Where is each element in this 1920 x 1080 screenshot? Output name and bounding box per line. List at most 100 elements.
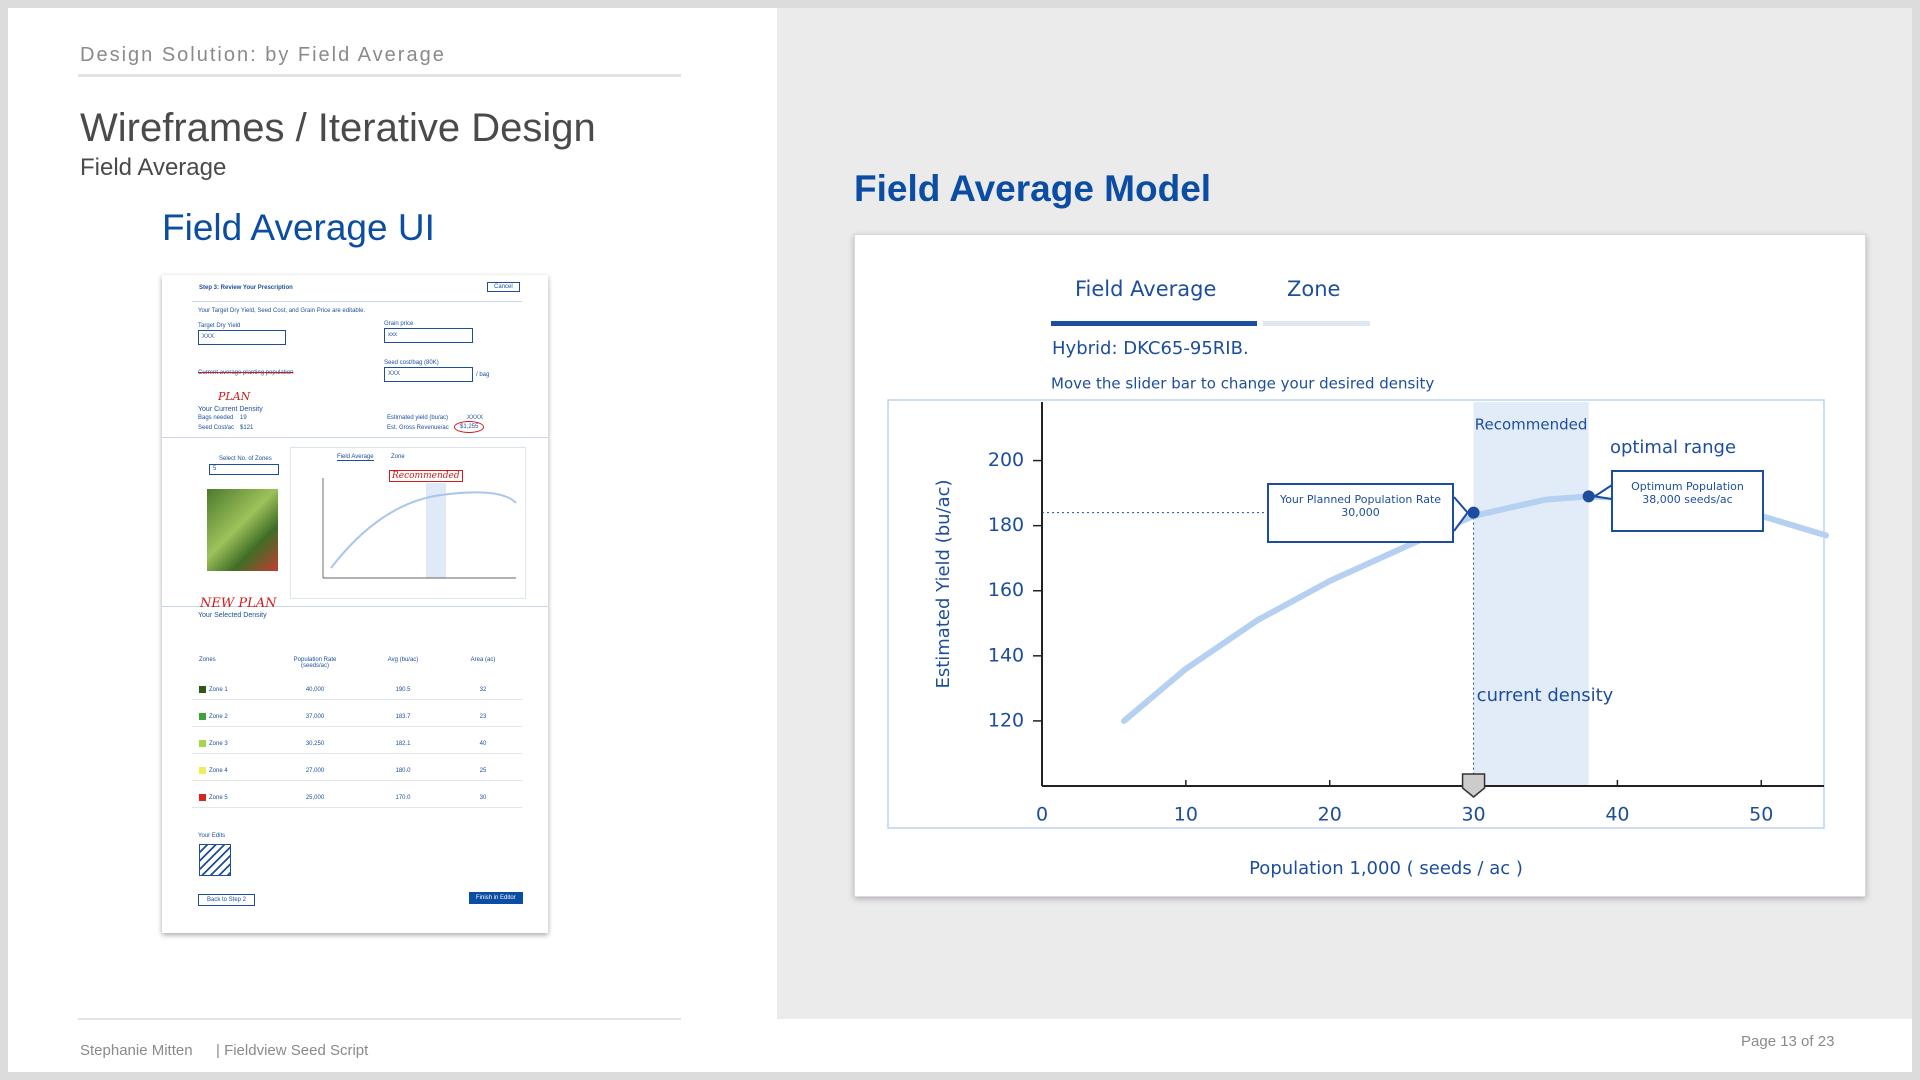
- tab-underline: [1051, 321, 1257, 326]
- left-heading: Field Average UI: [162, 207, 435, 248]
- wf-label: Select No. of Zones: [219, 456, 272, 462]
- x-tick-label: 50: [1749, 804, 1773, 826]
- wf-row-rule: [192, 807, 522, 808]
- wf-table-cell: 25: [479, 768, 487, 774]
- page-number: Page 13 of 23: [1741, 1033, 1835, 1050]
- wf-input[interactable]: XXX: [384, 367, 473, 382]
- wf-zone-swatch: [199, 794, 206, 801]
- wf-rule: [192, 301, 522, 302]
- wf-table-cell: 30: [479, 795, 487, 801]
- wf-unit: / bag: [476, 372, 490, 378]
- wf-table-header: Avg (bu/ac): [387, 657, 419, 663]
- wf-label: Seed cost/bag (80K): [384, 360, 439, 366]
- chart: Field Average Zone Hybrid: DKC65-95RIB. Mov…: [887, 277, 1829, 879]
- wf-zone-swatch: [199, 686, 206, 693]
- current-label: current density: [1477, 685, 1614, 706]
- wf-table-cell: Zone 3: [209, 741, 228, 747]
- wf-table-cell: 37,000: [305, 714, 325, 720]
- y-tick-label: 120: [988, 709, 1024, 731]
- planned-callout: Your Planned Population Rate 30,000: [1267, 483, 1454, 543]
- wf-edit-icon[interactable]: [199, 844, 231, 876]
- y-tick-label: 160: [988, 579, 1024, 601]
- optimal-label: optimal range: [1610, 437, 1736, 458]
- divider: [78, 1018, 681, 1020]
- footer-author: Stephanie Mitten: [80, 1042, 193, 1059]
- wireframe: Step 3: Review Your Prescription Cancel …: [162, 275, 548, 933]
- wf-rule: [162, 606, 548, 607]
- wf-table-cell: 27,000: [305, 768, 325, 774]
- tab-underline: [1263, 321, 1370, 326]
- wf-row-rule: [192, 753, 522, 754]
- wf-step: Step 3: Review Your Prescription: [199, 285, 293, 291]
- wf-tab[interactable]: Zone: [391, 454, 405, 460]
- slide-title: Wireframes / Iterative Design: [80, 106, 596, 150]
- wf-back-button[interactable]: Back to Step 2: [198, 894, 256, 906]
- x-tick-label: 10: [1174, 804, 1198, 826]
- wf-table-header: Zones: [199, 657, 216, 663]
- wf-mini-chart: Field Average Zone Recommended: [290, 447, 526, 599]
- callout-pointer: [1453, 496, 1469, 532]
- tab[interactable]: Field Average: [1075, 277, 1216, 301]
- y-tick-label: 140: [988, 644, 1024, 666]
- wf-label: Grain price: [384, 321, 414, 327]
- optimum-callout-text: Optimum Population: [1631, 480, 1744, 493]
- wf-table-cell: 40,000: [305, 687, 325, 693]
- y-axis-label: Estimated Yield (bu/ac): [933, 479, 954, 688]
- right-heading: Field Average Model: [854, 168, 1212, 209]
- wf-value: 19: [240, 415, 247, 421]
- hybrid: Hybrid: DKC65-95RIB.: [1052, 338, 1249, 359]
- wf-table-cell: 25,000: [305, 795, 325, 801]
- wf-label: Estimated yield (bu/ac): [387, 415, 449, 421]
- wf-table-cell: 32: [479, 687, 487, 693]
- wf-label: Bags needed: [198, 415, 234, 421]
- wf-zone-swatch: [199, 740, 206, 747]
- wf-table-cell: 182.1: [395, 741, 411, 747]
- wf-tab[interactable]: Field Average: [337, 454, 374, 461]
- instruction: Move the slider bar to change your desir…: [1051, 375, 1434, 393]
- x-tick-label: 20: [1318, 804, 1342, 826]
- wf-label: Current average planting population: [198, 370, 294, 376]
- optimum-callout: Optimum Population 38,000 seeds/ac: [1611, 470, 1764, 532]
- wf-table-cell: 30,250: [305, 741, 325, 747]
- recommended-band: [1473, 402, 1589, 786]
- wf-label: Your Selected Density: [198, 612, 267, 619]
- x-tick-label: 30: [1461, 804, 1485, 826]
- wf-zone-swatch: [199, 713, 206, 720]
- wf-select[interactable]: 5: [209, 464, 279, 475]
- wf-label: Your Edits: [198, 833, 226, 839]
- wf-table: Zones Population Rate (seeds/ac) Avg (bu/a…: [162, 655, 548, 825]
- y-tick-label: 200: [988, 449, 1024, 471]
- planned-point: [1467, 506, 1480, 519]
- wf-table-cell: Zone 5: [209, 795, 228, 801]
- wf-table-cell: Zone 2: [209, 714, 228, 720]
- wf-label: Target Dry Yield: [198, 323, 241, 329]
- wf-input[interactable]: XXX: [198, 330, 286, 345]
- kicker: Design Solution: by Field Average: [80, 44, 446, 66]
- wf-table-header: Population Rate (seeds/ac): [293, 657, 337, 669]
- wf-label: Est. Gross Revenue/ac: [387, 425, 449, 431]
- optimum-callout-text: 38,000 seeds/ac: [1642, 493, 1733, 506]
- wf-table-cell: 190.5: [395, 687, 411, 693]
- wf-label: Your Current Density: [198, 406, 263, 413]
- wf-map: [207, 489, 278, 571]
- wf-row-rule: [192, 699, 522, 700]
- chart-card: Field Average Zone Hybrid: DKC65-95RIB. Mov…: [854, 234, 1866, 897]
- slider-handle[interactable]: [1461, 773, 1486, 798]
- wf-zone-swatch: [199, 767, 206, 774]
- wf-mini-plot: [322, 478, 517, 579]
- wf-table-cell: 180.0: [395, 768, 411, 774]
- wf-handwriting: NEW PLAN: [200, 596, 277, 611]
- wf-rule: [162, 437, 548, 438]
- optimum-point: [1582, 490, 1595, 503]
- wf-handwriting: PLAN: [218, 390, 251, 403]
- wf-cancel[interactable]: Cancel: [487, 282, 520, 292]
- wf-finish-button[interactable]: Finish in Editor: [469, 892, 523, 904]
- wf-label: Seed Cost/ac: [198, 425, 235, 431]
- wf-table-cell: 170.0: [395, 795, 411, 801]
- wf-row-rule: [192, 726, 522, 727]
- wf-value: XXXX: [467, 415, 484, 421]
- wf-table-cell: 40: [479, 741, 487, 747]
- wf-input[interactable]: xxx: [384, 328, 473, 343]
- wf-table-header: Area (ac): [470, 657, 496, 663]
